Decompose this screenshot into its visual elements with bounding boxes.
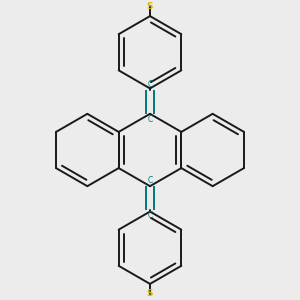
Text: S: S — [147, 290, 153, 298]
Text: C: C — [147, 80, 153, 89]
Text: C: C — [147, 211, 153, 220]
Text: C: C — [147, 116, 153, 124]
Text: C: C — [147, 176, 153, 184]
Text: S: S — [147, 2, 153, 10]
